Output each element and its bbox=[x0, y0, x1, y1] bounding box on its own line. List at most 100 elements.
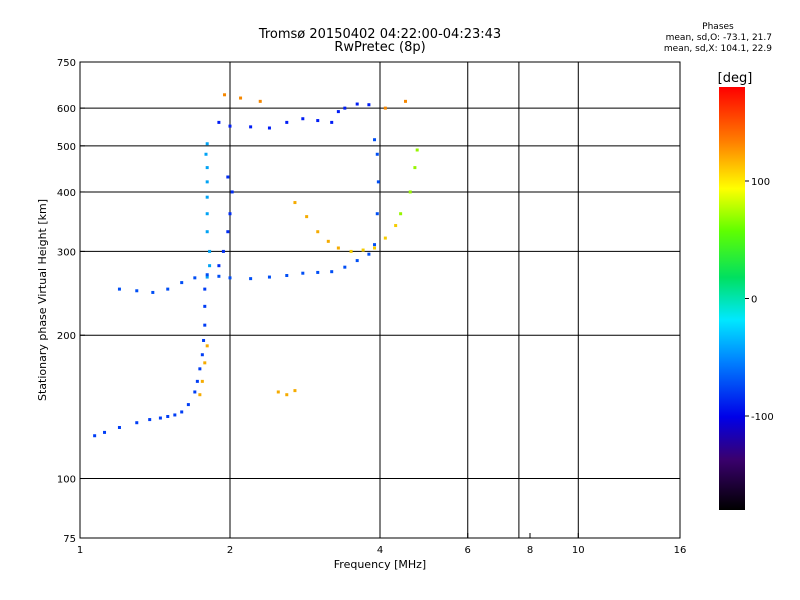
data-point bbox=[355, 259, 359, 263]
data-point bbox=[93, 434, 97, 438]
data-point bbox=[158, 416, 162, 420]
data-point bbox=[221, 249, 225, 253]
data-point bbox=[193, 390, 197, 394]
data-point bbox=[205, 180, 209, 184]
colorbar-ticks: 100 0 -100 bbox=[745, 177, 774, 423]
data-point bbox=[202, 338, 206, 342]
data-point bbox=[223, 93, 227, 97]
data-point bbox=[267, 275, 271, 279]
data-point bbox=[285, 393, 289, 397]
data-point bbox=[375, 152, 379, 156]
data-point bbox=[326, 239, 330, 243]
data-point bbox=[249, 125, 253, 129]
data-point bbox=[316, 270, 320, 274]
data-point bbox=[228, 276, 232, 280]
data-point bbox=[203, 361, 207, 365]
data-point bbox=[195, 379, 199, 383]
data-point bbox=[180, 410, 184, 414]
data-point bbox=[205, 273, 209, 277]
x-tick-label: 1 bbox=[77, 545, 83, 556]
data-point bbox=[343, 265, 347, 269]
y-tick-label: 75 bbox=[63, 534, 76, 545]
data-point bbox=[258, 99, 262, 103]
y-tick-label: 500 bbox=[57, 142, 76, 153]
data-point bbox=[173, 413, 177, 417]
y-tick-label: 400 bbox=[57, 188, 76, 199]
data-point bbox=[301, 117, 305, 121]
data-point bbox=[316, 119, 320, 123]
phase-stats-x: mean, sd,X: 104.1, 22.9 bbox=[663, 44, 772, 54]
data-point bbox=[367, 252, 371, 256]
x-tick-label: 4 bbox=[377, 545, 383, 556]
data-point bbox=[228, 124, 232, 128]
data-point bbox=[373, 138, 377, 142]
data-point bbox=[399, 212, 403, 216]
data-point bbox=[135, 289, 139, 293]
data-point bbox=[186, 403, 190, 407]
data-point bbox=[336, 246, 340, 250]
data-point bbox=[383, 236, 387, 240]
x-tick-label: 6 bbox=[465, 545, 471, 556]
data-point bbox=[394, 224, 398, 228]
data-point bbox=[239, 96, 243, 100]
data-point bbox=[336, 110, 340, 114]
data-point bbox=[285, 120, 289, 124]
data-point bbox=[293, 389, 297, 393]
data-point bbox=[103, 430, 107, 434]
grid-lines bbox=[80, 62, 680, 538]
data-points bbox=[93, 93, 419, 438]
data-point bbox=[361, 248, 365, 252]
data-point bbox=[148, 418, 152, 422]
data-point bbox=[343, 106, 347, 110]
data-point bbox=[383, 106, 387, 110]
data-point bbox=[135, 421, 139, 425]
colorbar bbox=[719, 87, 745, 510]
x-axis-label: Frequency [MHz] bbox=[334, 558, 426, 571]
y-tick-label: 750 bbox=[57, 58, 76, 69]
data-point bbox=[198, 393, 202, 397]
data-point bbox=[415, 148, 419, 152]
data-point bbox=[316, 230, 320, 234]
data-point bbox=[355, 102, 359, 106]
data-point bbox=[367, 103, 371, 107]
x-tick-label: 10 bbox=[572, 545, 585, 556]
data-point bbox=[408, 190, 412, 194]
data-point bbox=[373, 246, 377, 250]
data-point bbox=[205, 195, 209, 199]
data-point bbox=[166, 414, 170, 418]
data-point bbox=[301, 271, 305, 275]
data-point bbox=[373, 243, 377, 247]
y-tick-label: 600 bbox=[57, 104, 76, 115]
data-point bbox=[228, 212, 232, 216]
data-point bbox=[205, 344, 209, 348]
y-tick-label: 200 bbox=[57, 331, 76, 342]
data-point bbox=[203, 304, 207, 308]
data-point bbox=[203, 287, 207, 291]
chart-title: Tromsø 20150402 04:22:00-04:23:43 bbox=[258, 27, 502, 42]
chart-subtitle: RwPretec (8p) bbox=[334, 40, 426, 55]
phase-stats: Phases mean, sd,O: -73.1, 21.7 mean, sd,… bbox=[664, 22, 772, 55]
data-point bbox=[276, 390, 280, 394]
phase-stats-o: mean, sd,O: -73.1, 21.7 bbox=[665, 33, 772, 43]
data-point bbox=[226, 175, 230, 179]
colorbar-tick-label: 100 bbox=[751, 177, 770, 188]
data-point bbox=[204, 152, 208, 156]
data-point bbox=[205, 275, 209, 279]
data-point bbox=[117, 425, 121, 429]
data-point bbox=[375, 212, 379, 216]
data-point bbox=[193, 276, 197, 280]
data-point bbox=[166, 287, 170, 291]
data-point bbox=[285, 274, 289, 278]
data-point bbox=[203, 323, 207, 327]
data-point bbox=[205, 142, 209, 146]
data-point bbox=[217, 120, 221, 124]
data-point bbox=[330, 120, 334, 124]
data-point bbox=[200, 379, 204, 383]
phase-stats-heading: Phases bbox=[702, 22, 734, 32]
data-point bbox=[198, 367, 202, 371]
data-point bbox=[376, 180, 380, 184]
data-point bbox=[200, 353, 204, 357]
data-point bbox=[413, 166, 417, 170]
x-tick-label: 2 bbox=[227, 545, 233, 556]
colorbar-label: [deg] bbox=[718, 71, 753, 86]
